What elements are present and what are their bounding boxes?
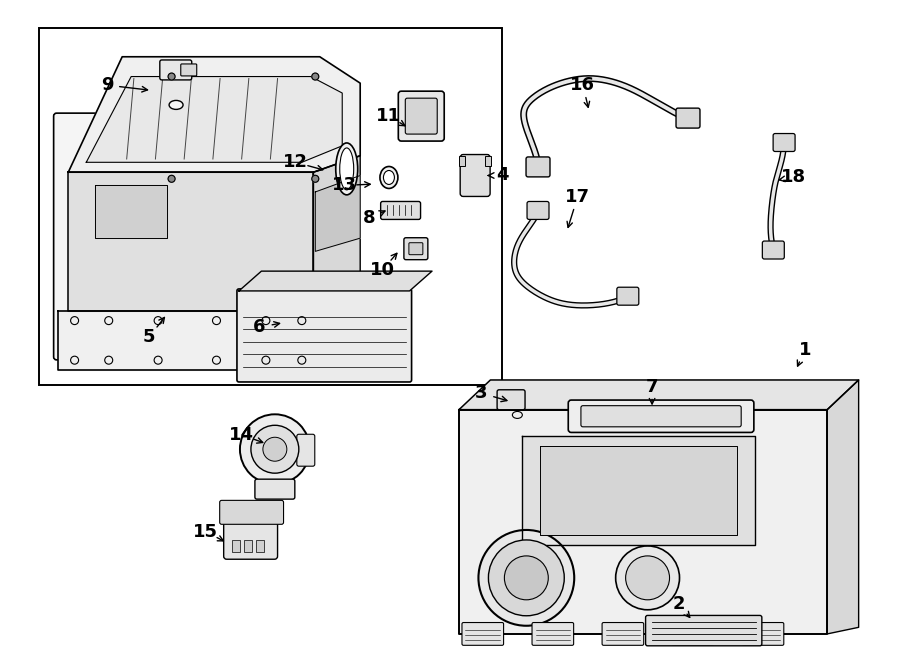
Polygon shape (459, 380, 859, 410)
FancyBboxPatch shape (773, 134, 795, 151)
Bar (39, 28, 502, 385)
Ellipse shape (336, 143, 357, 195)
Text: 10: 10 (370, 261, 395, 279)
Text: 6: 6 (254, 318, 266, 336)
FancyBboxPatch shape (676, 108, 700, 128)
Text: 9: 9 (101, 76, 113, 94)
Text: 4: 4 (496, 167, 508, 184)
FancyBboxPatch shape (460, 155, 491, 196)
Polygon shape (58, 311, 315, 370)
FancyBboxPatch shape (532, 623, 573, 645)
FancyBboxPatch shape (526, 157, 550, 177)
Bar (256, 540, 264, 552)
Text: 12: 12 (283, 153, 308, 171)
Polygon shape (238, 271, 432, 291)
FancyBboxPatch shape (527, 202, 549, 219)
Circle shape (626, 556, 670, 600)
Circle shape (168, 73, 176, 80)
FancyBboxPatch shape (762, 241, 784, 259)
Text: 15: 15 (194, 523, 218, 541)
Polygon shape (522, 436, 755, 545)
FancyBboxPatch shape (381, 202, 420, 219)
FancyBboxPatch shape (224, 518, 277, 559)
FancyBboxPatch shape (399, 91, 445, 141)
Ellipse shape (169, 100, 183, 110)
Ellipse shape (512, 411, 522, 418)
Text: 16: 16 (571, 76, 596, 94)
FancyBboxPatch shape (297, 434, 315, 466)
Text: 5: 5 (143, 328, 156, 346)
Circle shape (504, 556, 548, 600)
Bar (459, 155, 465, 165)
FancyBboxPatch shape (742, 623, 784, 645)
Polygon shape (540, 446, 737, 535)
Text: 13: 13 (331, 176, 356, 194)
Circle shape (263, 438, 287, 461)
Polygon shape (68, 173, 313, 311)
Circle shape (479, 530, 574, 626)
Circle shape (251, 425, 299, 473)
Polygon shape (313, 156, 360, 311)
FancyBboxPatch shape (54, 113, 314, 360)
FancyBboxPatch shape (568, 400, 754, 432)
FancyBboxPatch shape (160, 60, 192, 80)
FancyBboxPatch shape (255, 479, 295, 499)
FancyBboxPatch shape (409, 243, 423, 254)
FancyBboxPatch shape (220, 500, 284, 524)
Text: 14: 14 (230, 426, 254, 444)
Circle shape (240, 414, 310, 484)
Ellipse shape (383, 171, 394, 184)
Bar (244, 540, 252, 552)
Polygon shape (315, 175, 360, 251)
Ellipse shape (339, 148, 354, 190)
FancyBboxPatch shape (645, 615, 761, 646)
Polygon shape (459, 410, 827, 634)
Circle shape (616, 546, 680, 610)
Circle shape (489, 540, 564, 616)
Text: 3: 3 (475, 384, 488, 402)
FancyBboxPatch shape (462, 623, 504, 645)
Text: 11: 11 (376, 107, 401, 125)
FancyBboxPatch shape (404, 238, 428, 260)
FancyBboxPatch shape (616, 288, 639, 305)
Polygon shape (86, 77, 342, 163)
Bar (231, 540, 239, 552)
Circle shape (311, 175, 319, 182)
FancyBboxPatch shape (237, 289, 411, 382)
Circle shape (168, 175, 176, 182)
Circle shape (311, 73, 319, 80)
Text: 7: 7 (646, 377, 658, 395)
Polygon shape (95, 185, 167, 238)
FancyBboxPatch shape (580, 406, 742, 427)
Ellipse shape (380, 167, 398, 188)
Bar (485, 155, 491, 165)
Text: 8: 8 (363, 210, 375, 227)
FancyBboxPatch shape (497, 390, 525, 410)
FancyBboxPatch shape (405, 98, 437, 134)
FancyBboxPatch shape (181, 64, 197, 76)
Polygon shape (68, 57, 360, 173)
Text: 1: 1 (798, 341, 811, 360)
Text: 2: 2 (673, 596, 685, 613)
Text: 18: 18 (780, 169, 806, 186)
Text: 17: 17 (565, 188, 590, 206)
Polygon shape (827, 380, 859, 634)
FancyBboxPatch shape (602, 623, 644, 645)
FancyBboxPatch shape (672, 623, 714, 645)
